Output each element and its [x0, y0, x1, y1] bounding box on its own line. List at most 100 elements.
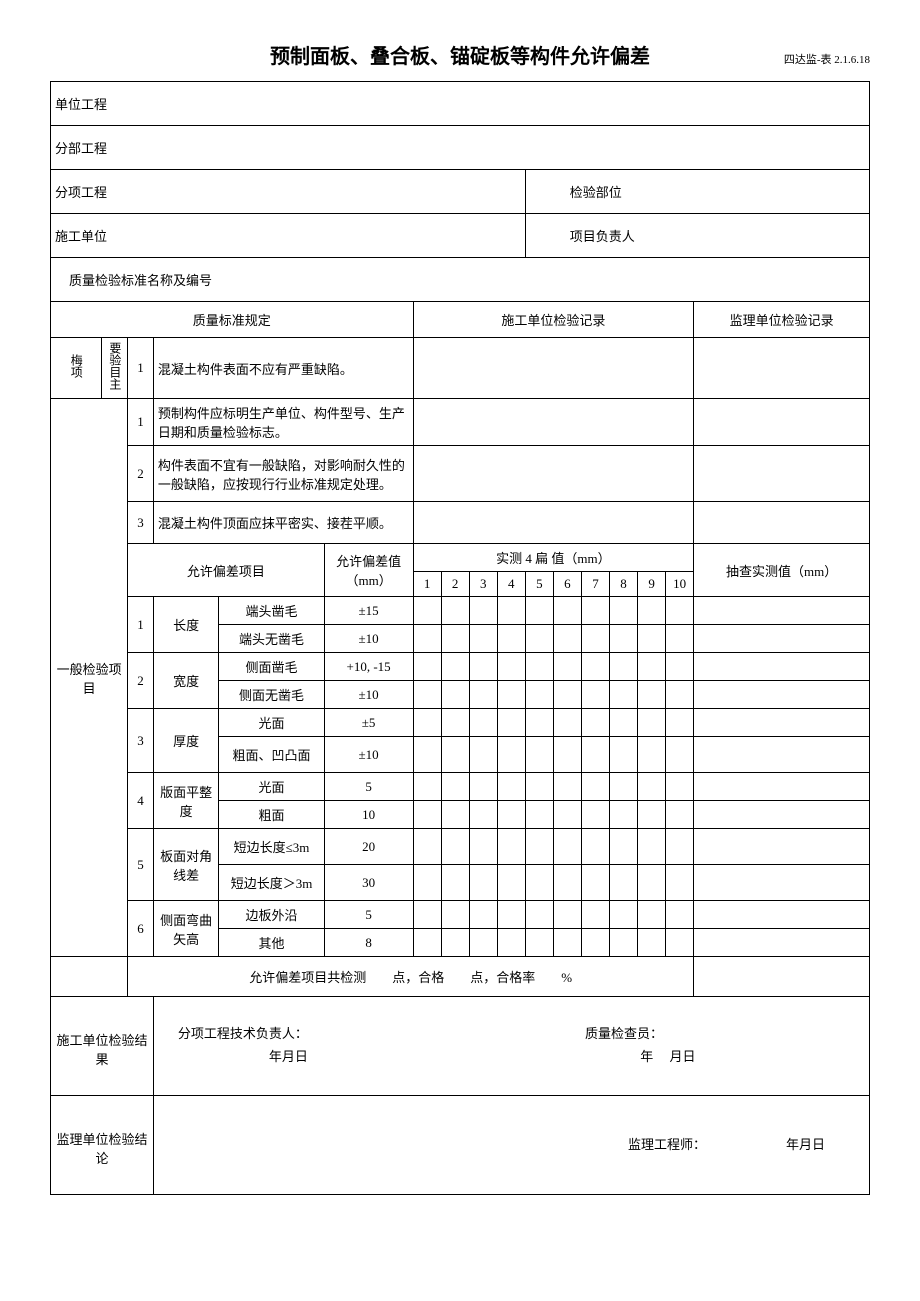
m [413, 801, 441, 829]
dev-g0-s1-sub: 端头无凿毛 [219, 625, 324, 653]
dev-g4-s1-sub: 短边长度＞3m [219, 865, 324, 901]
quality-inspector-label: 质量检查员： [585, 1023, 845, 1042]
m [666, 597, 694, 625]
m [525, 681, 553, 709]
gen-row-sup-0 [694, 399, 870, 446]
main-check-label: 梅项 [51, 338, 102, 399]
m [609, 737, 637, 773]
main-check-num: 1 [128, 338, 154, 399]
supervise-conclusion-body: 监理工程师： 年月日 [153, 1096, 869, 1195]
supervise-conclusion-label: 监理单位检验结论 [51, 1096, 154, 1195]
m [581, 737, 609, 773]
m [497, 709, 525, 737]
gen-row-num-2: 3 [128, 502, 154, 544]
title-row: 预制面板、叠合板、锚碇板等构件允许偏差 四达监-表 2.1.6.18 [50, 40, 870, 69]
dev-g4-s0-sub: 短边长度≤3m [219, 829, 324, 865]
m [666, 829, 694, 865]
dev-g1-s0-val: +10, -15 [324, 653, 413, 681]
gen-row-num-0: 1 [128, 399, 154, 446]
m [666, 901, 694, 929]
m [553, 625, 581, 653]
m [609, 681, 637, 709]
m [525, 709, 553, 737]
m [525, 901, 553, 929]
dev-g1-name: 宽度 [153, 653, 219, 709]
col-10: 10 [666, 572, 694, 597]
supervise-record-header: 监理单位检验记录 [694, 302, 870, 338]
m [666, 681, 694, 709]
deviation-spot-header: 抽查实测值（mm） [694, 544, 870, 597]
spot [694, 801, 870, 829]
m [609, 865, 637, 901]
m [581, 597, 609, 625]
m [609, 901, 637, 929]
dev-g3-s0-sub: 光面 [219, 773, 324, 801]
quality-std-name-row: 质量检验标准名称及编号 [51, 258, 870, 302]
m [441, 829, 469, 865]
m [638, 653, 666, 681]
m [638, 773, 666, 801]
m [497, 801, 525, 829]
m [553, 709, 581, 737]
m [638, 865, 666, 901]
m [581, 681, 609, 709]
col-7: 7 [581, 572, 609, 597]
spot [694, 597, 870, 625]
dev-g1-s0-sub: 侧面凿毛 [219, 653, 324, 681]
dev-g5-s1-sub: 其他 [219, 929, 324, 957]
spot [694, 709, 870, 737]
dev-g2-s0-sub: 光面 [219, 709, 324, 737]
m [441, 681, 469, 709]
m [581, 653, 609, 681]
m [638, 681, 666, 709]
m [469, 801, 497, 829]
dev-g3-s0-val: 5 [324, 773, 413, 801]
dev-g4-s1-val: 30 [324, 865, 413, 901]
spot [694, 681, 870, 709]
m [497, 737, 525, 773]
m [666, 801, 694, 829]
m [413, 653, 441, 681]
m [609, 653, 637, 681]
m [497, 773, 525, 801]
m [497, 597, 525, 625]
summary-left [51, 957, 128, 997]
inspection-form-table: 单位工程 分部工程 分项工程 检验部位 施工单位 项目负责人 质量检验标准名称及… [50, 81, 870, 1195]
m [413, 929, 441, 957]
dev-g5-num: 6 [128, 901, 154, 957]
m [441, 773, 469, 801]
dev-g3-name: 版面平整度 [153, 773, 219, 829]
construct-result-label: 施工单位检验结果 [51, 997, 154, 1096]
gen-row-sup-2 [694, 502, 870, 544]
deviation-measured-header: 实测 4 扁 值（mm） [413, 544, 694, 572]
gen-row-text-0: 预制构件应标明生产单位、构件型号、生产日期和质量检验标志。 [153, 399, 413, 446]
spot [694, 653, 870, 681]
m [553, 901, 581, 929]
m [666, 865, 694, 901]
m [525, 929, 553, 957]
spot [694, 901, 870, 929]
m [609, 625, 637, 653]
m [497, 929, 525, 957]
m [581, 801, 609, 829]
inspect-part-label: 检验部位 [530, 185, 622, 200]
unit-project-row: 单位工程 [51, 82, 870, 126]
dev-g2-s1-val: ±10 [324, 737, 413, 773]
m [638, 901, 666, 929]
m [413, 625, 441, 653]
construct-result-body: 分项工程技术负责人： 年月日 质量检查员： 年 月日 [153, 997, 869, 1096]
spot [694, 737, 870, 773]
date2-md: 月日 [670, 1049, 696, 1064]
m [666, 737, 694, 773]
construct-unit-label: 施工单位 [55, 229, 107, 244]
spot [694, 929, 870, 957]
col-8: 8 [609, 572, 637, 597]
m [666, 929, 694, 957]
m [553, 597, 581, 625]
col-9: 9 [638, 572, 666, 597]
sub-project-label: 分部工程 [55, 141, 107, 156]
gen-row-rec-1 [413, 446, 694, 502]
sub-title: 四达监-表 2.1.6.18 [784, 51, 870, 67]
m [441, 737, 469, 773]
quality-std-header: 质量标准规定 [51, 302, 414, 338]
